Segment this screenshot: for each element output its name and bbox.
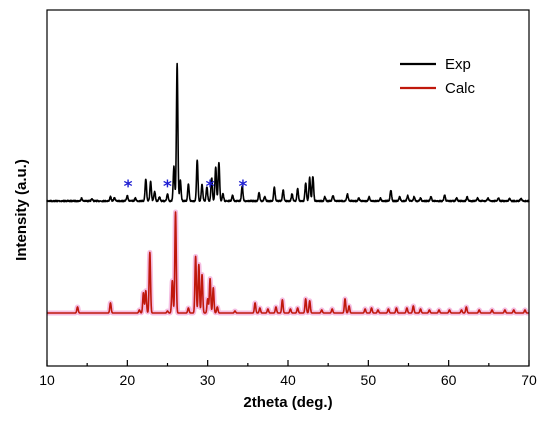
x-tick-label: 50 bbox=[361, 372, 377, 388]
impurity-marker: * bbox=[163, 177, 172, 197]
x-tick-label: 70 bbox=[521, 372, 537, 388]
series-exp-line bbox=[46, 62, 530, 203]
y-axis-label: Intensity (a.u.) bbox=[13, 159, 30, 261]
impurity-marker: * bbox=[206, 177, 215, 197]
x-tick-label: 60 bbox=[441, 372, 457, 388]
impurity-marker: * bbox=[239, 177, 248, 197]
legend: Exp Calc bbox=[400, 56, 476, 97]
legend-label-calc: Calc bbox=[445, 80, 476, 97]
x-axis-label: 2theta (deg.) bbox=[243, 394, 332, 411]
legend-label-exp: Exp bbox=[445, 56, 471, 73]
plot-area: * * * * bbox=[44, 62, 532, 316]
series-calc-shadow bbox=[44, 209, 532, 316]
x-tick-label: 10 bbox=[39, 372, 55, 388]
x-axis: 10 20 30 40 50 60 70 bbox=[39, 360, 537, 388]
x-tick-label: 30 bbox=[200, 372, 216, 388]
impurity-marker: * bbox=[124, 177, 133, 197]
series-calc-line bbox=[46, 211, 530, 314]
x-tick-label: 40 bbox=[280, 372, 296, 388]
x-tick-label: 20 bbox=[120, 372, 136, 388]
